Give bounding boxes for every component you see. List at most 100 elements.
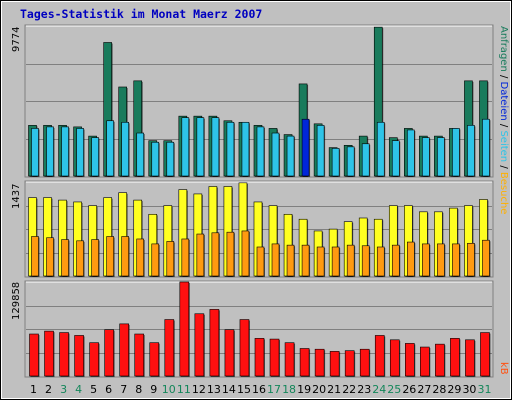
visits-bar <box>226 231 235 277</box>
files-bar <box>467 125 475 177</box>
day-label: 23 <box>357 383 371 396</box>
visits-bar <box>376 246 385 277</box>
kbytes-bar <box>164 319 175 377</box>
visits-bar <box>61 239 69 277</box>
visits-bar <box>301 244 310 277</box>
legend-separator: / <box>498 75 509 79</box>
day-label: 10 <box>162 383 176 396</box>
visits-bar <box>467 242 475 277</box>
day-label: 14 <box>222 383 236 396</box>
files-bar <box>31 128 39 177</box>
files-bar <box>376 121 385 177</box>
day-label: 26 <box>402 383 416 396</box>
kbytes-bar <box>149 342 160 377</box>
files-bar <box>46 126 54 177</box>
files-bar <box>437 137 445 177</box>
legend-dateien: Dateien <box>498 82 509 121</box>
legend-separator: / <box>498 124 509 128</box>
day-label: 30 <box>462 383 476 396</box>
visits-bar <box>316 246 325 277</box>
kbytes-bar <box>179 281 190 377</box>
visits-bar <box>361 245 370 277</box>
day-label: 15 <box>237 383 251 396</box>
day-label: 29 <box>447 383 461 396</box>
day-label: 1 <box>30 383 37 396</box>
day-label: 19 <box>297 383 311 396</box>
files-bar <box>91 137 99 177</box>
visits-bar <box>106 236 114 277</box>
files-bar <box>452 128 460 177</box>
files-bar <box>121 121 129 177</box>
kbytes-bar <box>359 348 370 377</box>
hits-legend: Anfragen / Dateien / Seiten / Besuche <box>498 26 509 214</box>
day-label: 4 <box>75 383 82 396</box>
files-bar <box>241 121 250 177</box>
visits-bar <box>331 246 340 277</box>
kbytes-bar <box>465 339 475 377</box>
visits-bar <box>211 232 220 277</box>
visits-bar <box>482 239 490 277</box>
visits-bar <box>121 236 129 277</box>
visits-bar <box>46 237 54 277</box>
legend-anfragen: Anfragen <box>498 26 509 72</box>
kbytes-legend: kB <box>498 362 509 375</box>
day-label: 24 <box>372 383 386 396</box>
kbytes-bar <box>209 309 220 377</box>
kbytes-bar <box>119 323 129 377</box>
visits-bar <box>391 244 400 277</box>
visits-bar <box>91 239 99 277</box>
files-bar <box>407 129 415 177</box>
kbytes-bar <box>314 348 325 377</box>
day-label: 22 <box>342 383 356 396</box>
day-label: 6 <box>105 383 112 396</box>
kbytes-bar <box>329 351 340 377</box>
kbytes-bar <box>405 343 415 377</box>
files-bar <box>331 148 340 177</box>
kbytes-bar <box>299 348 310 377</box>
day-label: 16 <box>252 383 266 396</box>
visits-bar <box>271 243 280 277</box>
files-bar <box>361 143 370 177</box>
files-bar <box>422 137 430 177</box>
day-label: 3 <box>60 383 67 396</box>
kbytes-bar <box>420 346 430 377</box>
visits-bar <box>437 243 445 277</box>
legend-besuche: Besuche <box>498 172 509 215</box>
visits-bar <box>76 240 84 277</box>
files-bar <box>76 128 84 177</box>
kbytes-bar <box>239 319 250 377</box>
visits-bar <box>407 241 415 277</box>
day-label: 31 <box>477 383 491 396</box>
visits-bar <box>31 236 39 277</box>
pages-ymax-label: 1437 <box>11 184 22 209</box>
kbytes-bar <box>284 342 295 377</box>
day-label: 13 <box>207 383 221 396</box>
day-label: 7 <box>120 383 127 396</box>
day-label: 20 <box>312 383 326 396</box>
day-label: 21 <box>327 383 341 396</box>
hits-ymax-label: 9774 <box>11 27 22 52</box>
pages-visits-panel <box>24 180 494 278</box>
day-label: 25 <box>387 383 401 396</box>
kbytes-bar <box>134 333 145 377</box>
day-label: 27 <box>417 383 431 396</box>
day-label: 11 <box>177 383 191 396</box>
files-bar <box>391 140 400 177</box>
day-label: 2 <box>45 383 52 396</box>
kbytes-bar <box>194 313 205 377</box>
visits-bar <box>286 244 295 277</box>
files-bar <box>301 118 310 177</box>
kbytes-bar <box>44 330 54 377</box>
kbytes-panel <box>24 280 494 378</box>
files-bar <box>166 141 175 177</box>
day-label: 28 <box>432 383 446 396</box>
kbytes-bar <box>435 343 445 377</box>
visits-bar <box>181 238 190 277</box>
visits-bar <box>166 241 175 277</box>
files-bar <box>106 120 114 177</box>
day-label: 12 <box>192 383 206 396</box>
legend-separator: / <box>498 165 509 169</box>
files-bar <box>151 141 160 177</box>
kbytes-bar <box>59 332 69 377</box>
